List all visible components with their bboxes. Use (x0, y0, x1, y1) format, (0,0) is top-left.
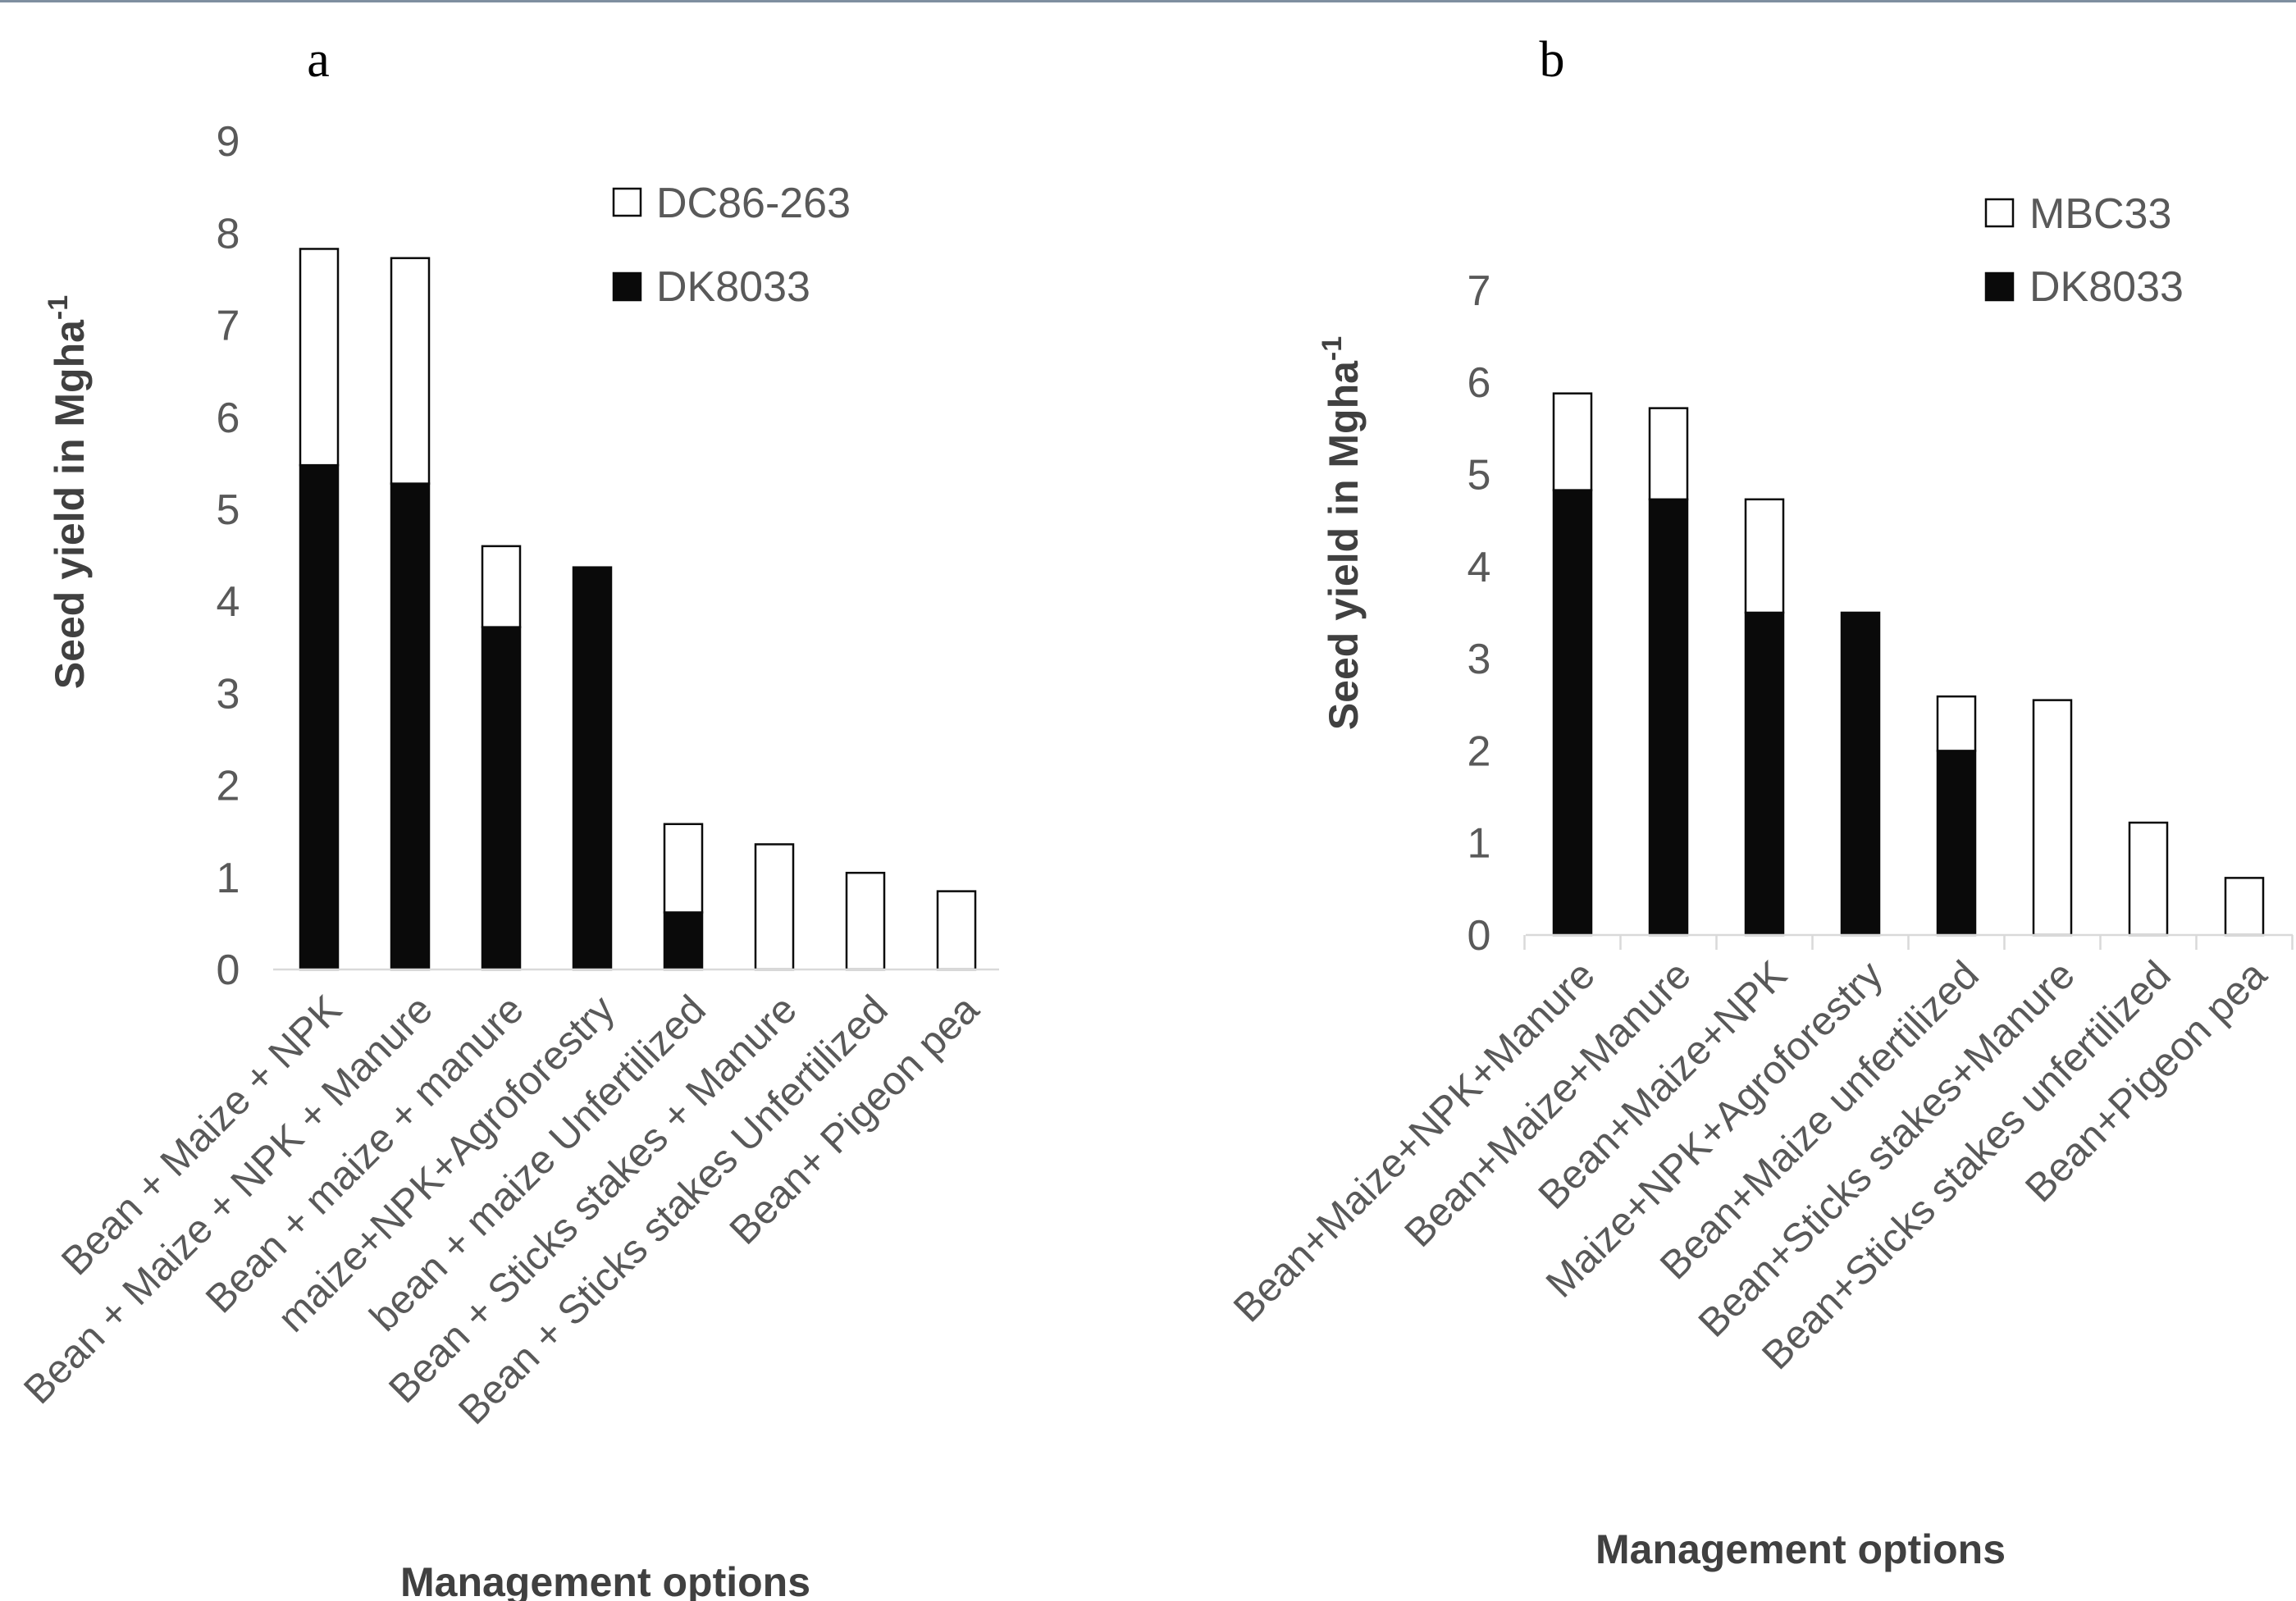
bar-a-dk8033-4 (572, 566, 613, 971)
bar-a-dk8033-2 (390, 482, 431, 971)
y-axis-title-b-superscript: -1 (1317, 336, 1348, 361)
y-tick-label-b-3: 3 (1468, 636, 1491, 683)
bar-a-dc86-263-5 (663, 823, 704, 914)
legend-swatch-dk8033-b (1984, 271, 2015, 302)
y-tick-label-b-4: 4 (1468, 544, 1491, 591)
y-axis-ticks-a: 0 1 2 3 4 5 6 7 8 9 (217, 118, 240, 994)
bar-a-dk8033-5 (663, 911, 704, 971)
panel-label-a: a (307, 32, 330, 88)
bar-a-dc86-263-6 (754, 843, 795, 971)
bar-a-dk8033-3 (481, 626, 522, 971)
bar-b-mbc33-1 (1552, 392, 1593, 491)
bar-b-dk8033-3 (1744, 611, 1785, 937)
chart-panel-b: b 0 1 2 3 4 5 6 7 Bean+Maize+NPK+ManureBean+Mai… (1226, 32, 2294, 1572)
bar-b-dk8033-1 (1552, 489, 1593, 937)
y-axis-title-b-text: Seed yield in Mgha (1321, 360, 1367, 730)
bar-b-mbc33-2 (1648, 407, 1689, 501)
bar-a-dc86-263-7 (845, 871, 886, 971)
bar-b-mbc33-8 (2224, 877, 2265, 937)
bar-a-dk8033-1 (299, 463, 340, 971)
y-tick-label-a-0: 0 (217, 946, 240, 994)
y-axis-ticks-b: 0 1 2 3 4 5 6 7 (1468, 267, 2294, 960)
bars-b (1552, 392, 2265, 937)
y-tick-label-a-1: 1 (217, 855, 240, 902)
bar-a-dc86-263-2 (390, 257, 431, 485)
y-axis-title-a-superscript: -1 (43, 295, 74, 320)
legend-label-dk8033-a: DK8033 (656, 263, 810, 311)
bar-b-dk8033-4 (1840, 611, 1881, 937)
bar-a-dc86-263-1 (299, 248, 340, 467)
bar-b-mbc33-7 (2128, 821, 2169, 937)
y-tick-label-b-5: 5 (1468, 452, 1491, 499)
y-axis-title-a: Seed yield in Mgha-1 (43, 295, 93, 689)
legend-label-mbc33: MBC33 (2029, 190, 2171, 238)
category-label-a-2: Bean + Maize + NPK + Manure (16, 988, 441, 1413)
y-tick-label-a-6: 6 (217, 395, 240, 442)
legend-swatch-mbc33 (1984, 198, 2015, 228)
bar-b-dk8033-5 (1936, 750, 1977, 937)
legend-b: MBC33 DK8033 (1984, 190, 2184, 311)
bar-b-mbc33-5 (1936, 695, 1977, 752)
y-tick-label-a-2: 2 (217, 763, 240, 810)
x-axis-title-b: Management options (1595, 1526, 2006, 1572)
bars-a (299, 248, 977, 971)
y-tick-label-a-3: 3 (217, 670, 240, 718)
y-tick-label-a-5: 5 (217, 486, 240, 534)
y-tick-label-a-7: 7 (217, 303, 240, 350)
legend-a: DC86-263 DK8033 (612, 180, 851, 311)
y-tick-label-b-1: 1 (1468, 820, 1491, 868)
legend-label-dc86-263: DC86-263 (656, 180, 851, 227)
bar-a-dc86-263-8 (936, 890, 977, 971)
y-tick-label-b-6: 6 (1468, 359, 1491, 407)
bar-b-mbc33-6 (2032, 699, 2073, 937)
legend-swatch-dc86-263 (612, 187, 642, 217)
panel-label-b: b (1540, 32, 1565, 88)
y-tick-label-a-4: 4 (217, 578, 240, 626)
bar-a-dc86-263-3 (481, 545, 522, 628)
x-axis-title-a: Management options (400, 1559, 810, 1601)
legend-label-dk8033-b: DK8033 (2029, 263, 2184, 311)
legend-swatch-dk8033-a (612, 271, 642, 302)
category-labels-b: Bean+Maize+NPK+ManureBean+Maize+ManureBe… (1226, 952, 2275, 1378)
y-tick-label-a-9: 9 (217, 118, 240, 166)
y-tick-label-a-8: 8 (217, 210, 240, 258)
bar-b-dk8033-2 (1648, 498, 1689, 937)
y-tick-label-b-0: 0 (1468, 912, 1491, 960)
y-axis-title-a-text: Seed yield in Mgha (47, 319, 93, 689)
bar-b-mbc33-3 (1744, 498, 1785, 614)
y-axis-title-b: Seed yield in Mgha-1 (1317, 336, 1367, 730)
y-tick-label-b-2: 2 (1468, 728, 1491, 775)
y-tick-label-b-7: 7 (1468, 267, 1491, 315)
